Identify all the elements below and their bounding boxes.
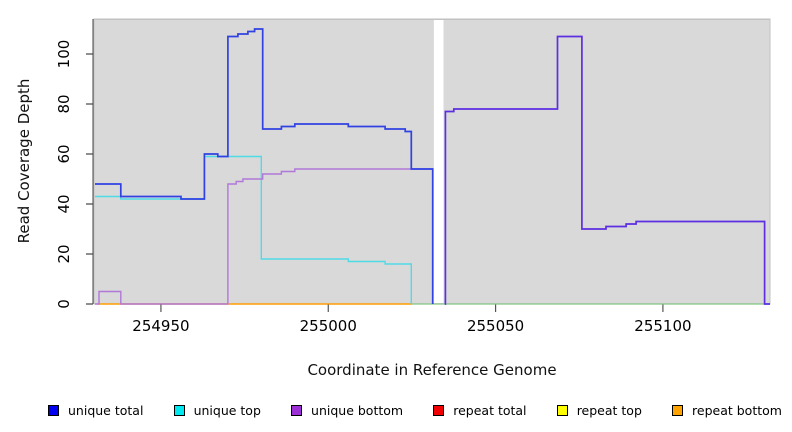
legend-label: unique total [68, 402, 144, 418]
repeat-bottom-swatch-icon [672, 404, 684, 416]
x-tick-label: 255050 [466, 317, 525, 335]
legend-item-unique-bottom: unique bottom [291, 403, 403, 418]
legend-item-repeat-total: repeat total [433, 402, 527, 418]
x-tick-label: 254950 [132, 317, 190, 335]
series-line [95, 155, 412, 304]
legend-item-repeat-top: repeat top [556, 402, 642, 418]
repeat-total-swatch-icon [433, 404, 445, 416]
series-line [444, 35, 770, 305]
x-axis-title: Coordinate in Reference Genome [307, 361, 557, 379]
y-axis-title: Read Coverage Depth [15, 78, 33, 244]
legend: unique total unique top unique bottom re… [48, 399, 782, 421]
y-tick-label: 80 [55, 94, 73, 114]
repeat-top-swatch-icon [556, 404, 568, 416]
unique-total-swatch-icon [48, 404, 59, 416]
y-tick-label: 40 [55, 194, 73, 214]
y-tick-label: 100 [55, 39, 73, 69]
legend-label: repeat bottom [692, 402, 782, 418]
y-tick-label: 20 [55, 244, 73, 264]
legend-label: repeat top [576, 402, 642, 418]
y-tick-label: 0 [55, 299, 73, 309]
series-line [95, 168, 434, 305]
legend-label: unique bottom [311, 402, 404, 418]
legend-item-unique-top: unique top [173, 402, 261, 418]
legend-label: repeat total [453, 402, 527, 418]
coverage-gap [433, 20, 444, 303]
y-tick-label: 60 [55, 144, 73, 164]
legend-item-repeat-bottom: repeat bottom [672, 403, 782, 418]
unique-bottom-swatch-icon [291, 404, 303, 416]
legend-label: unique top [193, 402, 261, 418]
unique-top-swatch-icon [173, 404, 185, 416]
x-tick-label: 255000 [299, 317, 357, 335]
legend-item-unique-total: unique total [48, 403, 143, 418]
x-tick-label: 255100 [634, 317, 692, 335]
series-line [95, 28, 434, 304]
